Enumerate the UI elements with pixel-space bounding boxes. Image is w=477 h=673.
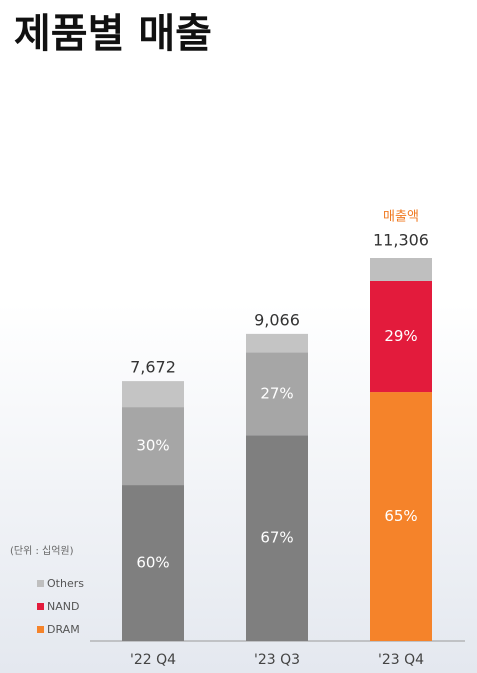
legend-swatch: [37, 580, 44, 587]
segment-label: 29%: [384, 327, 417, 345]
x-tick-label: '22 Q4: [130, 652, 176, 668]
legend-label: DRAM: [47, 623, 80, 636]
bar-segment: [246, 435, 308, 641]
legend-swatch: [37, 626, 44, 633]
x-tick-label: '23 Q4: [378, 652, 424, 668]
bar-segment: [370, 280, 432, 393]
x-tick-label: '23 Q3: [254, 652, 300, 668]
bar-segment: [122, 407, 184, 486]
chart-title: 제품별 매출: [14, 11, 212, 57]
bar-segment: [370, 392, 432, 641]
segment-label: 67%: [260, 529, 293, 547]
segment-label: 60%: [136, 554, 169, 572]
legend-label: NAND: [47, 600, 79, 613]
bar-segment: [122, 485, 184, 641]
bar-segment: [122, 381, 184, 408]
segment-label: 30%: [136, 437, 169, 455]
bar-segment: [246, 333, 308, 353]
segment-label: 27%: [260, 384, 293, 402]
unit-note: (단위 : 십억원): [10, 544, 74, 557]
legend-swatch: [37, 603, 44, 610]
bar-segment: [370, 258, 432, 281]
legend-label: Others: [47, 577, 84, 590]
segment-label: 65%: [384, 507, 417, 525]
bar-segment: [246, 352, 308, 436]
total-label: 9,066: [254, 310, 300, 329]
total-label: 7,672: [130, 358, 176, 377]
annotation: 매출액: [383, 210, 419, 225]
total-label: 11,306: [373, 231, 429, 250]
